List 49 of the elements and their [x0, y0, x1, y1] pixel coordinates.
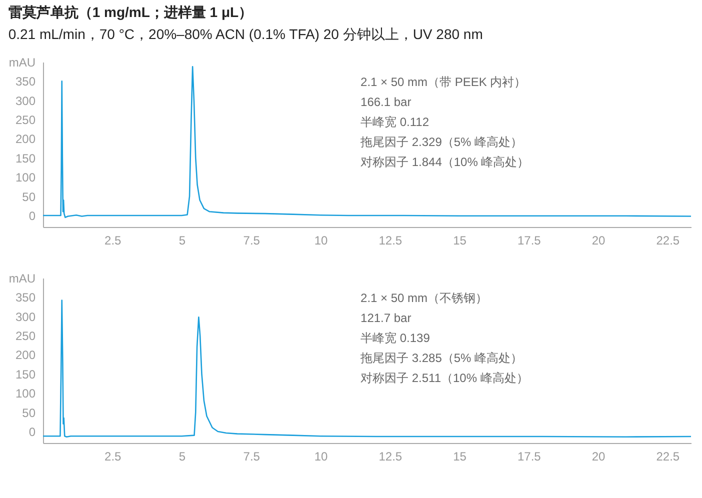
y-tick-label: 100	[15, 170, 36, 185]
x-tick-label: 22.5	[656, 450, 680, 464]
annotation: 半峰宽 0.139	[360, 331, 430, 345]
x-tick-label: 2.5	[104, 234, 122, 248]
y-tick-label: mAU	[8, 56, 36, 70]
x-tick-label: 12.5	[378, 234, 402, 248]
x-tick-label: 20	[592, 450, 606, 464]
annotation: 拖尾因子 3.285（5% 峰高处）	[360, 351, 523, 365]
y-tick-label: 350	[15, 74, 36, 89]
y-tick-label: 200	[15, 348, 36, 362]
y-tick-label: 0	[28, 424, 36, 439]
line-series	[43, 66, 691, 218]
x-tick-label: 20	[592, 234, 606, 248]
annotation: 拖尾因子 2.329（5% 峰高处）	[360, 135, 523, 149]
chart-title: 雷莫芦单抗（1 mg/mL；进样量 1 μL）	[8, 4, 253, 20]
x-tick-label: 12.5	[378, 450, 402, 464]
x-tick-label: 5	[178, 234, 186, 248]
y-tick-label: 250	[15, 113, 36, 128]
y-tick-label: 300	[15, 310, 36, 324]
annotation: 对称因子 1.844（10% 峰高处）	[360, 155, 530, 169]
x-tick-label: 10	[314, 234, 328, 248]
x-tick-label: 7.5	[243, 450, 260, 464]
annotation: 121.7 bar	[360, 311, 412, 325]
y-tick-label: 100	[15, 386, 36, 401]
y-tick-label: 0	[28, 208, 36, 223]
y-tick-label: 350	[15, 290, 36, 305]
y-tick-label: mAU	[8, 272, 36, 286]
x-tick-label: 17.5	[517, 450, 542, 464]
x-tick-label: 22.5	[656, 234, 680, 248]
y-tick-label: 300	[15, 94, 36, 108]
x-tick-label: 17.5	[517, 234, 542, 248]
x-tick-label: 10	[314, 450, 328, 464]
annotation: 半峰宽 0.112	[360, 115, 430, 129]
y-tick-label: 150	[15, 367, 36, 382]
y-tick-label: 250	[15, 329, 36, 344]
y-tick-label: 200	[15, 132, 36, 146]
x-tick-label: 5	[178, 450, 186, 464]
annotation: 2.1 × 50 mm（带 PEEK 内衬）	[360, 75, 526, 89]
y-tick-label: 50	[22, 190, 36, 204]
annotation: 2.1 × 50 mm（不锈钢）	[360, 291, 488, 305]
x-tick-label: 15	[453, 234, 467, 248]
y-tick-label: 150	[15, 151, 36, 166]
chart-subtitle: 0.21 mL/min，70 °C，20%–80% ACN (0.1% TFA) 20 分钟以上，UV 280 nm	[8, 26, 483, 42]
x-tick-label: 7.5	[243, 234, 260, 248]
y-tick-label: 50	[22, 406, 36, 420]
annotation: 对称因子 2.511（10% 峰高处）	[360, 371, 528, 385]
x-tick-label: 2.5	[104, 450, 122, 464]
x-tick-label: 15	[453, 450, 467, 464]
annotation: 166.1 bar	[360, 95, 412, 109]
